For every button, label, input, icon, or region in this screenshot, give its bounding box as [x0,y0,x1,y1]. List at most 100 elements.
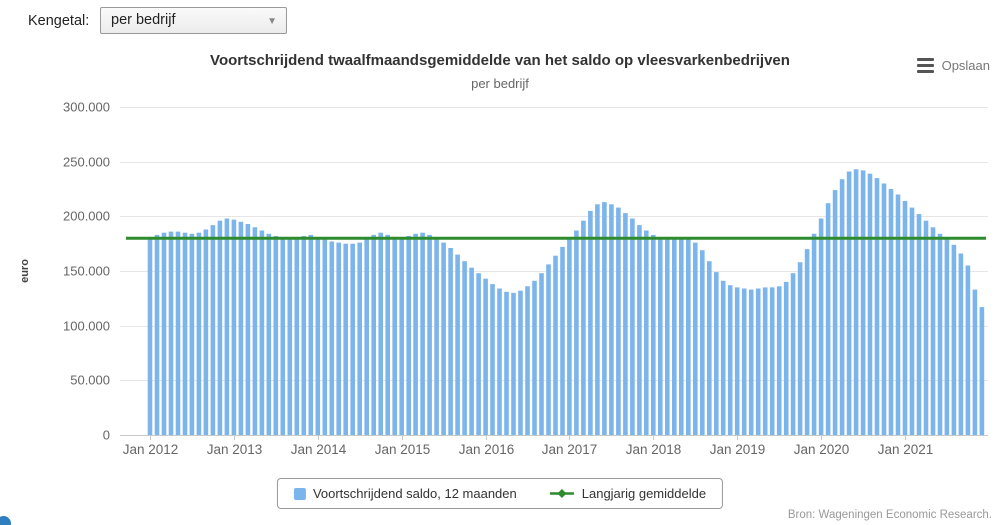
saldo-bar[interactable] [860,170,866,435]
saldo-bar[interactable] [588,210,593,435]
saldo-bar[interactable] [175,231,181,435]
saldo-bar[interactable] [546,264,551,435]
saldo-bar[interactable] [483,278,488,435]
saldo-bar[interactable] [364,239,369,435]
saldo-bar[interactable] [755,288,761,436]
saldo-bar[interactable] [965,265,971,436]
saldo-bar[interactable] [741,288,747,436]
saldo-bar[interactable] [748,289,754,435]
saldo-bar[interactable] [245,224,251,435]
saldo-bar[interactable] [252,227,258,435]
saldo-bar[interactable] [846,171,852,436]
saldo-bar[interactable] [902,201,908,435]
saldo-bar[interactable] [651,234,656,435]
saldo-bar[interactable] [616,207,621,435]
saldo-bar[interactable] [315,237,321,435]
saldo-bar[interactable] [154,234,160,435]
saldo-bar[interactable] [231,219,237,435]
saldo-bar[interactable] [700,250,705,435]
saldo-bar[interactable] [224,218,230,436]
saldo-bar[interactable] [455,254,460,435]
saldo-bar[interactable] [916,214,922,435]
saldo-bar[interactable] [783,281,789,435]
saldo-bar[interactable] [532,280,537,435]
saldo-bar[interactable] [329,241,335,436]
saldo-bar[interactable] [441,242,446,435]
saldo-bar[interactable] [818,218,824,436]
saldo-bar[interactable] [574,230,579,436]
saldo-bar[interactable] [273,236,279,435]
saldo-bar[interactable] [665,238,670,435]
saldo-bar[interactable] [217,220,223,435]
saldo-bar[interactable] [203,229,209,436]
saldo-bar[interactable] [972,289,978,435]
saldo-bar[interactable] [448,248,453,435]
saldo-bar[interactable] [790,273,796,435]
saldo-bar[interactable] [595,204,600,435]
saldo-bar[interactable] [147,237,153,435]
saldo-bar[interactable] [350,243,355,435]
saldo-bar[interactable] [238,221,244,435]
saldo-bar[interactable] [469,267,474,435]
legend-item-saldo[interactable]: Voortschrijdend saldo, 12 maanden [293,486,517,501]
saldo-bar[interactable] [895,194,901,436]
saldo-bar[interactable] [602,202,607,435]
saldo-bar[interactable] [714,272,719,435]
saldo-bar[interactable] [413,233,418,435]
saldo-bar[interactable] [385,234,390,435]
saldo-bar[interactable] [769,287,775,435]
saldo-bar[interactable] [630,218,635,436]
saldo-bar[interactable] [644,230,649,436]
saldo-bar[interactable] [658,237,663,435]
saldo-bar[interactable] [371,234,376,435]
saldo-bar[interactable] [581,220,586,435]
saldo-bar[interactable] [720,280,726,435]
saldo-bar[interactable] [280,238,286,435]
saldo-bar[interactable] [406,236,411,435]
saldo-bar[interactable] [874,178,880,435]
saldo-bar[interactable] [958,253,964,436]
saldo-bar[interactable] [937,233,943,435]
saldo-bar[interactable] [525,286,530,435]
saldo-bar[interactable] [567,239,572,435]
kengetal-dropdown[interactable]: per bedrijf ▼ [100,7,287,34]
saldo-bar[interactable] [881,183,887,436]
saldo-bar[interactable] [259,230,265,436]
saldo-bar[interactable] [168,231,174,435]
saldo-bar[interactable] [511,292,516,435]
saldo-bar[interactable] [797,262,803,435]
saldo-bar[interactable] [888,189,894,435]
saldo-bar[interactable] [497,288,502,436]
saldo-bar[interactable] [462,261,467,435]
legend-item-gemiddelde[interactable]: Langjarig gemiddelde [549,486,706,501]
saldo-bar[interactable] [909,207,915,435]
saldo-bar[interactable] [811,233,817,435]
saldo-bar[interactable] [343,243,348,435]
saldo-bar[interactable] [839,179,845,435]
saldo-bar[interactable] [308,234,314,435]
saldo-bar[interactable] [294,237,300,435]
saldo-bar[interactable] [727,285,733,435]
saldo-bar[interactable] [189,233,195,435]
saldo-bar[interactable] [266,233,272,435]
saldo-bar[interactable] [357,242,362,435]
saldo-bar[interactable] [832,190,838,435]
saldo-bar[interactable] [420,232,425,435]
saldo-bar[interactable] [434,238,439,435]
saldo-bar[interactable] [518,290,523,435]
saldo-bar[interactable] [392,237,397,435]
saldo-bar[interactable] [476,273,481,435]
saldo-bar[interactable] [853,169,859,436]
saldo-bar[interactable] [951,244,957,435]
saldo-bar[interactable] [679,237,684,435]
saldo-bar[interactable] [623,213,628,435]
saldo-bar[interactable] [734,287,740,435]
saldo-bar[interactable] [686,238,691,435]
saldo-bar[interactable] [287,238,293,435]
saldo-bar[interactable] [301,236,307,435]
saldo-bar[interactable] [399,238,404,435]
saldo-bar[interactable] [867,173,873,435]
saldo-bar[interactable] [490,284,495,435]
saldo-bar[interactable] [322,239,328,435]
saldo-bar[interactable] [378,232,383,435]
